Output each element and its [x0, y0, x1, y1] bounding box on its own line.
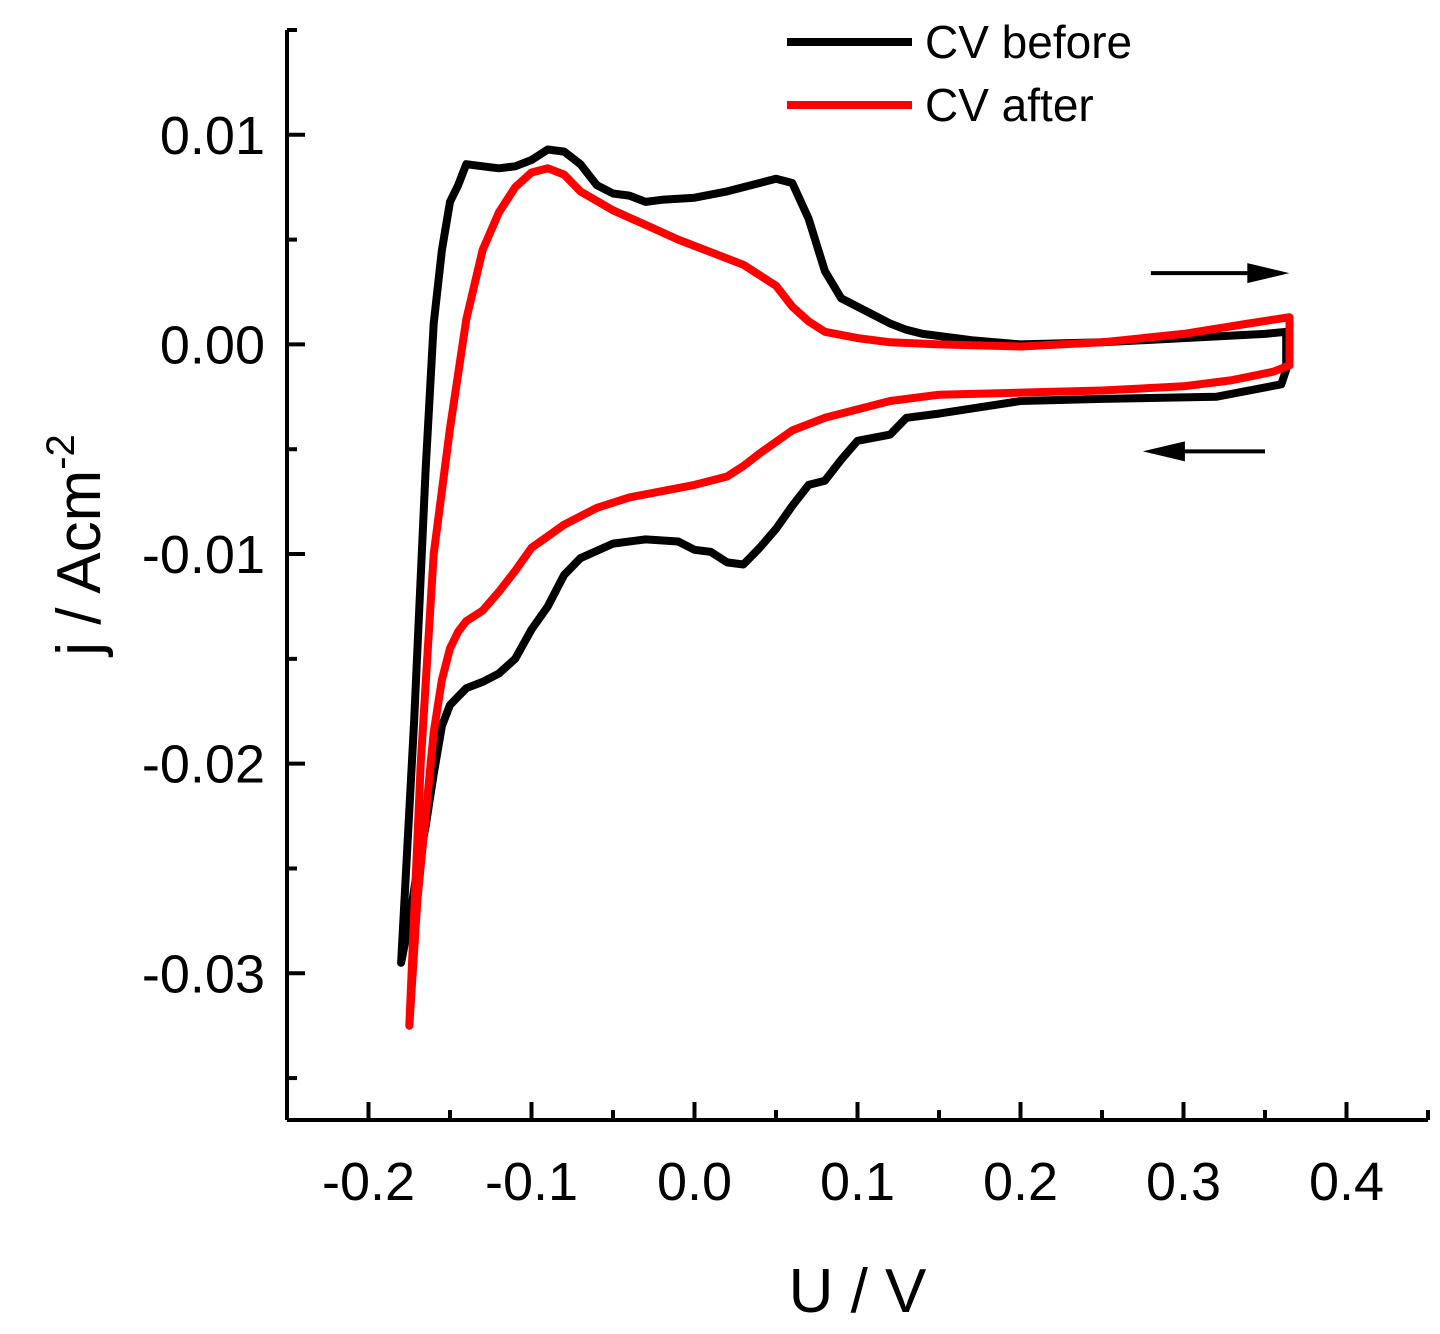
y-axis-title: j / Acm-2	[39, 434, 114, 658]
x-tick-label: 0.1	[820, 1152, 895, 1212]
x-axis-title: U / V	[789, 1257, 927, 1326]
series-group	[397, 145, 1294, 1030]
y-tick-label: -0.03	[142, 944, 265, 1004]
x-tick-label: 0.3	[1146, 1152, 1221, 1212]
legend: CV before CV after	[787, 16, 1132, 131]
y-tick-label: -0.02	[142, 735, 265, 795]
x-tick-label: 0.0	[657, 1152, 732, 1212]
scan-arrowhead-right	[1247, 263, 1290, 284]
x-tick-label: 0.4	[1309, 1152, 1384, 1212]
x-tick-label: 0.2	[983, 1152, 1058, 1212]
x-tick-label: -0.2	[322, 1152, 415, 1212]
series-line-cv-before	[397, 145, 1291, 967]
y-tick-label: 0.00	[160, 315, 265, 375]
axes-group: -0.2 -0.1 0.0 0.1 0.2 0.3 0.4 -0.03 -0.02 -0.01 0.…	[39, 28, 1430, 1326]
legend-label: CV after	[925, 79, 1094, 131]
y-tick-label: -0.01	[142, 525, 265, 585]
annotation-group	[1142, 263, 1290, 462]
legend-label: CV before	[925, 16, 1132, 68]
x-tick-label: -0.1	[485, 1152, 578, 1212]
y-tick-label: 0.01	[160, 106, 265, 166]
series-line-cv-after	[405, 164, 1294, 1030]
scan-arrowhead-left	[1142, 441, 1185, 462]
